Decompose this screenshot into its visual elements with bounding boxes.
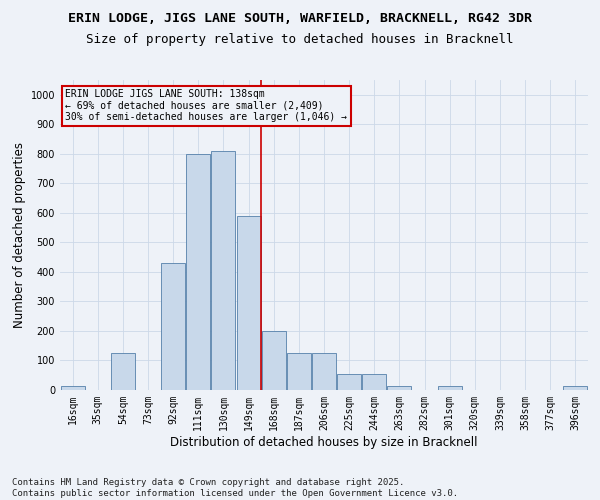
Text: ERIN LODGE JIGS LANE SOUTH: 138sqm
← 69% of detached houses are smaller (2,409)
: ERIN LODGE JIGS LANE SOUTH: 138sqm ← 69%…: [65, 90, 347, 122]
Bar: [211, 151, 235, 390]
Bar: [236, 216, 260, 390]
Bar: [161, 263, 185, 390]
Bar: [187, 154, 210, 390]
Bar: [563, 386, 587, 390]
Text: Size of property relative to detached houses in Bracknell: Size of property relative to detached ho…: [86, 32, 514, 46]
Text: Contains HM Land Registry data © Crown copyright and database right 2025.
Contai: Contains HM Land Registry data © Crown c…: [12, 478, 458, 498]
Bar: [337, 374, 361, 390]
Bar: [438, 386, 461, 390]
Bar: [287, 353, 311, 390]
Bar: [388, 386, 412, 390]
Bar: [312, 353, 336, 390]
Bar: [111, 353, 135, 390]
Bar: [61, 386, 85, 390]
Text: ERIN LODGE, JIGS LANE SOUTH, WARFIELD, BRACKNELL, RG42 3DR: ERIN LODGE, JIGS LANE SOUTH, WARFIELD, B…: [68, 12, 532, 26]
Bar: [262, 331, 286, 390]
Bar: [362, 374, 386, 390]
X-axis label: Distribution of detached houses by size in Bracknell: Distribution of detached houses by size …: [170, 436, 478, 448]
Y-axis label: Number of detached properties: Number of detached properties: [13, 142, 26, 328]
